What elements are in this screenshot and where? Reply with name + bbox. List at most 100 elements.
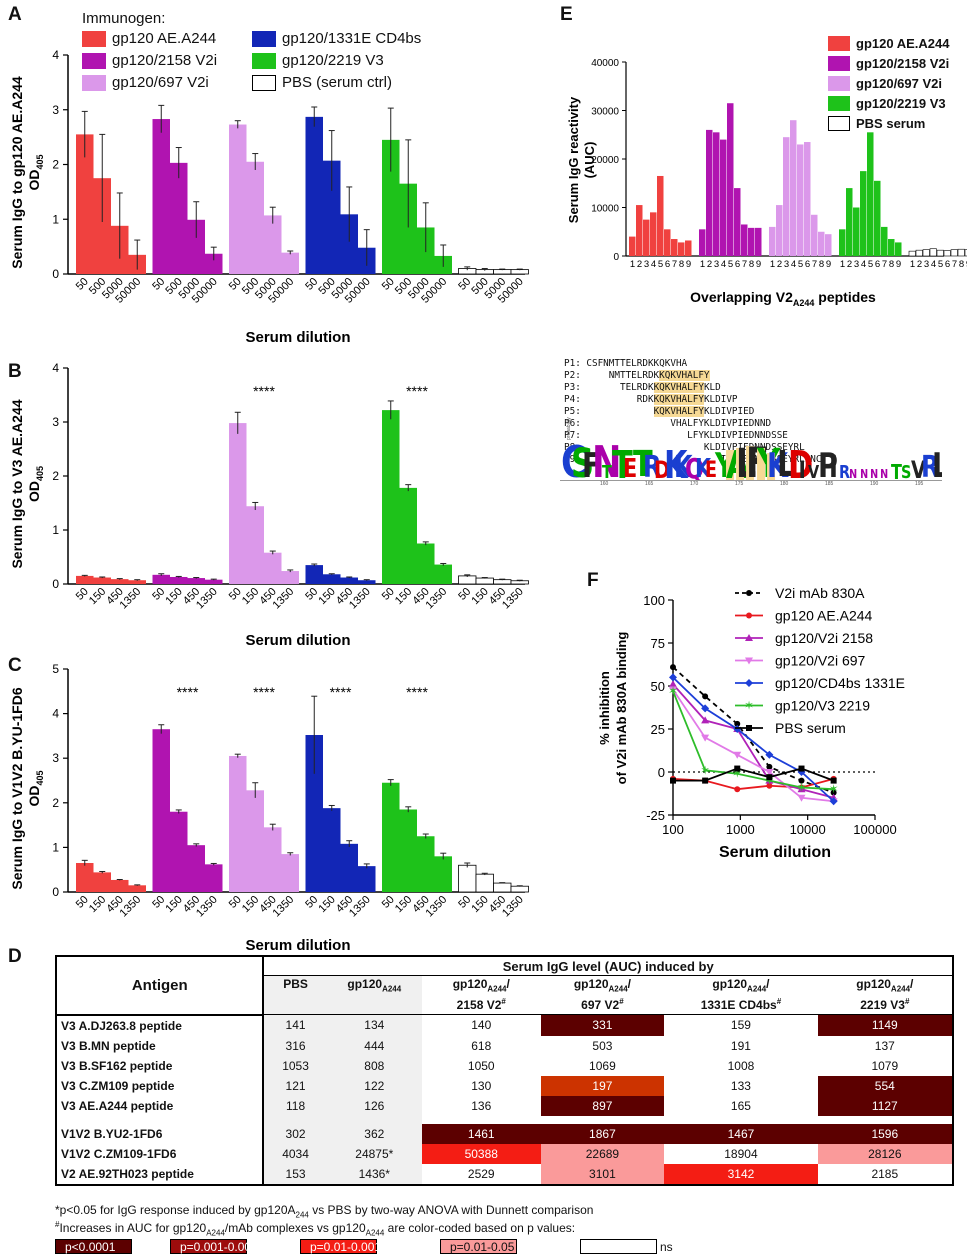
logo-letter: Y — [756, 444, 780, 480]
table-row: V1V2 B.YU2-1FD6 302 362 1461 1867 1467 1596 — [54, 1123, 955, 1144]
peptide-seq: P6: VHALFYKLDIVPIEDNND — [564, 418, 772, 429]
x-tick-label: 2 — [777, 259, 782, 270]
bar — [867, 132, 874, 256]
bar — [685, 240, 692, 256]
bar — [797, 144, 804, 256]
logo-letter: Y — [715, 449, 735, 480]
series-4 — [669, 673, 838, 806]
logo-tick: 160 — [600, 481, 609, 487]
x-tick-label: 6 — [945, 259, 950, 270]
value-cell: 191 — [664, 1035, 818, 1056]
data-point: ✶ — [668, 684, 678, 698]
x-tick-label: 5 — [938, 259, 943, 270]
bar — [776, 205, 783, 256]
bar — [790, 120, 797, 256]
bar — [417, 543, 435, 584]
legend-swatch — [252, 52, 276, 69]
peptide-seq: P2: NMTTELRDK — [564, 370, 660, 381]
y-tick-label: 40000 — [591, 58, 619, 69]
logo-letter: K — [694, 454, 712, 481]
legend-item: PBS (serum ctrl) — [252, 74, 392, 91]
bar — [458, 575, 477, 585]
x-tick-label: 1350 — [500, 894, 526, 920]
data-point — [734, 786, 741, 793]
peptide-highlight: KQKVHALFY — [653, 394, 704, 405]
y-tick-label: 20000 — [591, 155, 619, 166]
y-axis-label-2: OD405 — [26, 466, 45, 502]
bar — [170, 162, 188, 274]
data-point: ✶ — [764, 774, 774, 788]
y-tick-label: 3 — [52, 751, 59, 765]
y-tick-label: 0 — [52, 885, 59, 899]
value-cell: 2185 — [817, 1163, 955, 1186]
logo-tick: 175 — [735, 481, 744, 487]
value-cell: 165 — [664, 1095, 818, 1116]
x-tick-label: 150 — [469, 586, 490, 607]
table-row: V2 AE.92TH023 peptide 153 1436* 2529 3101 314… — [54, 1163, 955, 1186]
data-point — [669, 686, 677, 694]
legend-item: gp120/2219 V3 — [252, 52, 384, 69]
logo-letter: E — [622, 454, 638, 481]
value-cell: 141 — [263, 1014, 327, 1036]
significance-label: **** — [330, 684, 352, 700]
x-tick-label: 3 — [854, 259, 859, 270]
x-tick-label: 1350 — [500, 586, 526, 612]
value-cell: 1008 — [664, 1055, 818, 1076]
bar — [246, 506, 264, 584]
data-point — [830, 777, 837, 784]
value-cell: 50388 — [421, 1143, 541, 1164]
x-tick-label: 6 — [735, 259, 740, 270]
series-6 — [670, 765, 837, 784]
logo-letter: C — [561, 436, 587, 481]
bar — [727, 103, 734, 256]
data-point — [701, 716, 710, 724]
bar — [950, 249, 958, 257]
bar — [493, 579, 512, 585]
bar — [246, 790, 264, 892]
x-tick-label: 3 — [644, 259, 649, 270]
value-cell: 1461 — [421, 1123, 541, 1144]
value-cell: 302 — [263, 1123, 327, 1144]
x-axis-label: Serum dilution — [246, 632, 351, 649]
x-tick-label: 7 — [882, 259, 887, 270]
x-tick-label: 7 — [672, 259, 677, 270]
y-tick-label: 2 — [52, 158, 59, 172]
x-tick-label: 8 — [889, 259, 894, 270]
x-tick-label: 3 — [714, 259, 719, 270]
logo-letter: N — [870, 467, 879, 481]
value-cell: 1079 — [817, 1055, 955, 1076]
bar — [510, 269, 529, 275]
bar — [846, 188, 853, 256]
x-tick-label: 8 — [679, 259, 684, 270]
y-tick-label: 25 — [651, 722, 665, 737]
bar — [281, 854, 299, 892]
x-tick-label: 4 — [931, 259, 936, 270]
logo-ticks: 160 165 170 175 180 185 190 195 — [600, 481, 940, 489]
bar — [664, 229, 671, 256]
data-point — [746, 725, 752, 731]
x-tick-label: 6 — [805, 259, 810, 270]
value-cell: 18904 — [664, 1143, 818, 1164]
bar — [915, 249, 923, 257]
logo-letter: F — [581, 445, 601, 481]
bar — [399, 183, 417, 274]
y-tick-label: -25 — [646, 808, 665, 823]
logo-letter: A — [725, 445, 749, 480]
antigen-header: Antigen — [54, 955, 265, 1016]
bar — [358, 866, 376, 892]
x-tick-label: 8 — [749, 259, 754, 270]
line-chart-f: -25 0 25 50 75 100 100 1000 10000 100000 % inhibit… — [597, 585, 905, 861]
x-tick-label: 2 — [707, 259, 712, 270]
value-cell: 1596 — [817, 1123, 955, 1144]
bar — [706, 129, 713, 256]
y-axis-label: Serum IgG to V3 AE.A244 — [9, 399, 25, 568]
logo-tick: 190 — [870, 481, 879, 487]
x-tick-label: 150 — [240, 586, 261, 607]
x-tick-label: 1350 — [347, 586, 373, 612]
x-tick-label: 1350 — [194, 586, 220, 612]
column-header: gp120A244/1331E CD4bs# — [664, 975, 818, 1015]
series-line — [673, 767, 834, 782]
